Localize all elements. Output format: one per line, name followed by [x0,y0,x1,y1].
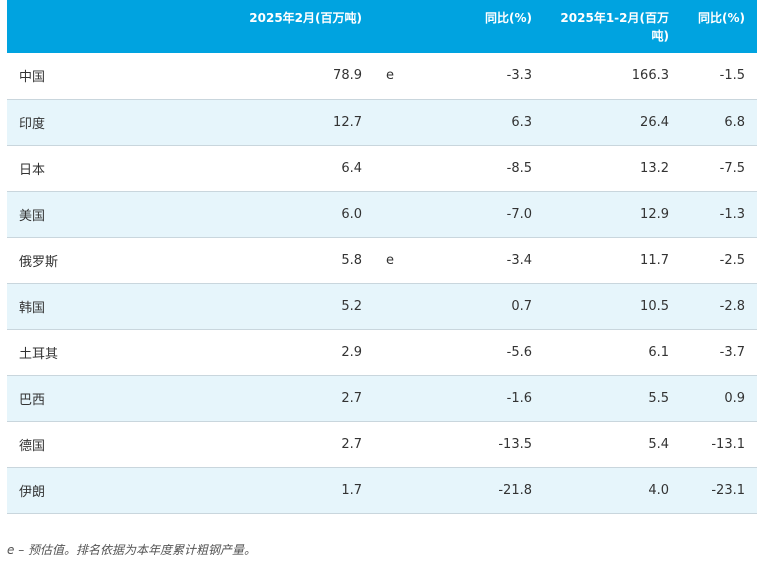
cell-janfeb-yoy: 6.8 [681,99,757,146]
cell-estimate-flag [374,421,444,468]
cell-feb-yoy: -5.6 [444,329,544,376]
cell-feb-2025: 6.0 [127,191,374,238]
cell-janfeb-2025: 5.4 [544,421,681,468]
cell-feb-2025: 6.4 [127,145,374,192]
header-feb-yoy: 同比(%) [444,0,544,53]
cell-janfeb-yoy: -1.3 [681,191,757,238]
cell-feb-2025: 2.7 [127,421,374,468]
cell-estimate-flag: e [374,53,444,100]
cell-country: 土耳其 [7,329,127,376]
table-header: 2025年2月(百万吨) 同比(%) 2025年1-2月(百万吨) 同比(%) [7,0,757,53]
table-body: 中国 78.9 e -3.3 166.3 -1.5 印度 12.7 6.3 26.4 6.8 日本 6.… [7,53,757,514]
cell-janfeb-yoy: -23.1 [681,467,757,514]
cell-janfeb-2025: 13.2 [544,145,681,192]
cell-feb-yoy: -3.3 [444,53,544,100]
header-country [7,0,127,53]
cell-estimate-flag [374,145,444,192]
cell-feb-2025: 2.9 [127,329,374,376]
cell-janfeb-2025: 12.9 [544,191,681,238]
table-row: 美国 6.0 -7.0 12.9 -1.3 [7,191,757,238]
cell-janfeb-2025: 10.5 [544,283,681,330]
cell-estimate-flag [374,467,444,514]
cell-feb-yoy: -1.6 [444,375,544,422]
cell-feb-2025: 1.7 [127,467,374,514]
cell-feb-2025: 12.7 [127,99,374,146]
cell-janfeb-yoy: -3.7 [681,329,757,376]
cell-country: 美国 [7,191,127,238]
table-row: 日本 6.4 -8.5 13.2 -7.5 [7,145,757,192]
cell-feb-yoy: 0.7 [444,283,544,330]
table-row: 中国 78.9 e -3.3 166.3 -1.5 [7,53,757,100]
table-row: 韩国 5.2 0.7 10.5 -2.8 [7,283,757,330]
cell-country: 巴西 [7,375,127,422]
steel-production-table-container: 2025年2月(百万吨) 同比(%) 2025年1-2月(百万吨) 同比(%) … [7,0,757,514]
cell-feb-yoy: -8.5 [444,145,544,192]
table-row: 巴西 2.7 -1.6 5.5 0.9 [7,375,757,422]
cell-feb-yoy: -21.8 [444,467,544,514]
cell-janfeb-yoy: -7.5 [681,145,757,192]
cell-estimate-flag [374,375,444,422]
table-row: 印度 12.7 6.3 26.4 6.8 [7,99,757,146]
cell-feb-yoy: 6.3 [444,99,544,146]
header-feb-2025: 2025年2月(百万吨) [127,0,374,53]
header-janfeb-2025: 2025年1-2月(百万吨) [544,0,681,53]
cell-country: 韩国 [7,283,127,330]
cell-feb-yoy: -13.5 [444,421,544,468]
cell-estimate-flag [374,329,444,376]
cell-feb-2025: 5.2 [127,283,374,330]
header-janfeb-yoy: 同比(%) [681,0,757,53]
cell-janfeb-2025: 6.1 [544,329,681,376]
cell-janfeb-yoy: -2.5 [681,237,757,284]
cell-janfeb-yoy: -2.8 [681,283,757,330]
cell-feb-yoy: -7.0 [444,191,544,238]
cell-feb-yoy: -3.4 [444,237,544,284]
cell-country: 伊朗 [7,467,127,514]
cell-country: 中国 [7,53,127,100]
table-row: 俄罗斯 5.8 e -3.4 11.7 -2.5 [7,237,757,284]
cell-janfeb-yoy: 0.9 [681,375,757,422]
steel-production-table: 2025年2月(百万吨) 同比(%) 2025年1-2月(百万吨) 同比(%) … [7,0,757,514]
cell-janfeb-2025: 26.4 [544,99,681,146]
cell-estimate-flag [374,191,444,238]
header-estimate-flag [374,0,444,53]
cell-janfeb-2025: 166.3 [544,53,681,100]
cell-feb-2025: 2.7 [127,375,374,422]
cell-estimate-flag [374,99,444,146]
cell-feb-2025: 78.9 [127,53,374,100]
cell-janfeb-2025: 4.0 [544,467,681,514]
footnote: e – 预估值。排名依据为本年度累计粗钢产量。 [7,543,257,557]
cell-feb-2025: 5.8 [127,237,374,284]
cell-janfeb-2025: 5.5 [544,375,681,422]
cell-country: 俄罗斯 [7,237,127,284]
table-row: 德国 2.7 -13.5 5.4 -13.1 [7,421,757,468]
cell-country: 日本 [7,145,127,192]
cell-country: 德国 [7,421,127,468]
cell-estimate-flag: e [374,237,444,284]
cell-estimate-flag [374,283,444,330]
cell-janfeb-yoy: -1.5 [681,53,757,100]
cell-country: 印度 [7,99,127,146]
cell-janfeb-yoy: -13.1 [681,421,757,468]
table-row: 伊朗 1.7 -21.8 4.0 -23.1 [7,467,757,514]
cell-janfeb-2025: 11.7 [544,237,681,284]
header-row: 2025年2月(百万吨) 同比(%) 2025年1-2月(百万吨) 同比(%) [7,0,757,53]
table-row: 土耳其 2.9 -5.6 6.1 -3.7 [7,329,757,376]
